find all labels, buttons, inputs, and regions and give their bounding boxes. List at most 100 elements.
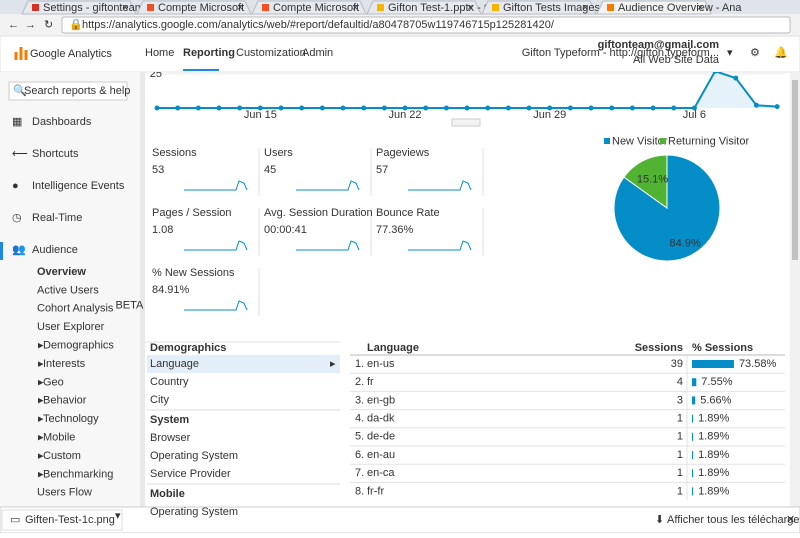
pct-label: 7.55% bbox=[701, 376, 732, 388]
pct-label: 1.89% bbox=[698, 467, 729, 479]
language-link[interactable]: en-ca bbox=[367, 467, 395, 479]
tab-close[interactable]: × bbox=[122, 2, 128, 14]
settings-icon[interactable]: ⚙ bbox=[750, 47, 760, 59]
search-box[interactable] bbox=[8, 81, 128, 101]
language-link[interactable]: en-us bbox=[367, 358, 395, 370]
tab-title[interactable]: Audience Overview - Ana bbox=[618, 2, 742, 14]
dimension-link[interactable]: Browser bbox=[150, 432, 191, 444]
dimension-link[interactable]: Operating System bbox=[150, 506, 238, 518]
download-item[interactable] bbox=[1, 509, 123, 531]
group-title: Mobile bbox=[150, 488, 185, 500]
nav-item[interactable]: Reporting bbox=[183, 47, 235, 59]
point bbox=[505, 105, 511, 111]
notifications-icon[interactable]: 🔔 bbox=[774, 46, 788, 59]
account-email[interactable]: giftonteam@gmail.com bbox=[598, 39, 720, 51]
tab-close[interactable]: × bbox=[237, 2, 243, 14]
point bbox=[526, 105, 532, 111]
expand-arrow: ▸ bbox=[38, 468, 44, 480]
sidebar-item[interactable]: Behavior bbox=[43, 395, 87, 407]
scroll-thumb[interactable] bbox=[792, 80, 798, 260]
tab[interactable] bbox=[596, 0, 712, 15]
sidebar-item[interactable]: Users Flow bbox=[37, 487, 92, 499]
reload-icon[interactable]: ↻ bbox=[44, 19, 53, 31]
row-rank: 3. bbox=[355, 394, 364, 406]
sidebar-section[interactable]: Shortcuts bbox=[32, 148, 79, 160]
tab-close[interactable]: × bbox=[697, 2, 703, 14]
tab-title[interactable]: Compte Microsoft bbox=[273, 2, 359, 14]
sidebar-section[interactable]: Intelligence Events bbox=[32, 180, 125, 192]
lock-icon: 🔒 bbox=[69, 18, 83, 31]
legend-label[interactable]: New Visitor bbox=[612, 135, 668, 147]
sessions: 3 bbox=[677, 394, 683, 406]
sidebar-section[interactable]: Audience bbox=[32, 244, 78, 256]
account-view[interactable]: All Web Site Data bbox=[633, 54, 720, 66]
dimension-link[interactable]: Language bbox=[150, 358, 199, 370]
language-link[interactable]: fr-fr bbox=[367, 485, 384, 497]
tab-title[interactable]: Gifton Tests Images - Go bbox=[503, 2, 624, 14]
ga-logo[interactable]: Google Analytics bbox=[30, 48, 112, 60]
scrollbar[interactable] bbox=[790, 72, 800, 507]
sidebar-section[interactable]: Dashboards bbox=[32, 116, 92, 128]
sidebar-item[interactable]: Interests bbox=[43, 358, 86, 370]
nav-item[interactable]: Customization bbox=[236, 47, 306, 59]
account-menu[interactable]: ▾ bbox=[727, 47, 733, 59]
nav-item[interactable]: Home bbox=[145, 47, 174, 59]
expand-arrow: ▸ bbox=[38, 413, 44, 425]
tab[interactable] bbox=[251, 0, 367, 15]
sidebar-item[interactable]: User Explorer bbox=[37, 321, 105, 333]
sidebar-section[interactable]: Real-Time bbox=[32, 212, 82, 224]
sidebar-item[interactable]: Demographics bbox=[43, 340, 114, 352]
sidebar-item[interactable]: Active Users bbox=[37, 284, 99, 296]
metric-value: 84.91% bbox=[152, 284, 190, 296]
dimension-link[interactable]: Service Provider bbox=[150, 468, 231, 480]
tab-title[interactable]: Gifton Test-1.pptx - Goo bbox=[388, 2, 505, 14]
sidebar-item[interactable]: Geo bbox=[43, 376, 64, 388]
tab[interactable] bbox=[481, 0, 597, 15]
sidebar-item[interactable]: Mobile bbox=[43, 432, 75, 444]
chart-resize-handle[interactable] bbox=[451, 118, 481, 127]
forward-icon[interactable]: → bbox=[25, 19, 36, 31]
point bbox=[691, 105, 697, 111]
legend-label[interactable]: Returning Visitor bbox=[668, 135, 749, 147]
download-bar bbox=[0, 506, 800, 534]
point bbox=[154, 105, 160, 111]
sidebar-item[interactable]: Custom bbox=[43, 450, 81, 462]
language-link[interactable]: de-de bbox=[367, 431, 395, 443]
tab-title[interactable]: Settings - giftonteam@g bbox=[43, 2, 161, 14]
language-link[interactable]: da-dk bbox=[367, 413, 395, 425]
download-icon: ⬇ bbox=[655, 514, 664, 526]
point bbox=[175, 105, 181, 111]
language-link[interactable]: en-au bbox=[367, 449, 395, 461]
account-property[interactable]: Gifton Typeform - http://gifton.typeform… bbox=[522, 47, 719, 59]
tab-close[interactable]: × bbox=[352, 2, 358, 14]
dimension-link[interactable]: Operating System bbox=[150, 450, 238, 462]
tab[interactable] bbox=[21, 0, 137, 15]
tab-close[interactable]: × bbox=[582, 2, 588, 14]
dimension-link[interactable]: Country bbox=[150, 376, 189, 388]
point bbox=[402, 105, 408, 111]
close-download-bar[interactable]: ✕ bbox=[786, 514, 795, 526]
url[interactable]: https://analytics.google.com/analytics/w… bbox=[82, 19, 555, 31]
language-link[interactable]: en-gb bbox=[367, 394, 395, 406]
tab[interactable] bbox=[366, 0, 482, 15]
sidebar-item[interactable]: Cohort Analysis bbox=[37, 303, 114, 315]
download-menu[interactable]: ▾ bbox=[115, 510, 121, 522]
sidebar-item[interactable]: Benchmarking bbox=[43, 468, 113, 480]
pct-label: 1.89% bbox=[698, 413, 729, 425]
download-file[interactable]: Giften-Test-1c.png bbox=[25, 514, 115, 526]
tab[interactable] bbox=[136, 0, 252, 15]
search-placeholder: Search reports & help bbox=[24, 85, 130, 97]
language-link[interactable]: fr bbox=[367, 376, 374, 388]
nav-item[interactable]: Admin bbox=[302, 47, 333, 59]
expand-arrow: ▸ bbox=[38, 450, 44, 462]
address-bar[interactable] bbox=[61, 16, 791, 34]
sidebar-item[interactable]: Technology bbox=[43, 413, 99, 425]
dimension-link[interactable]: City bbox=[150, 394, 169, 406]
tab-title[interactable]: Compte Microsoft bbox=[158, 2, 244, 14]
sidebar-item[interactable]: Overview bbox=[37, 266, 86, 278]
tab-close[interactable]: × bbox=[467, 2, 473, 14]
back-icon[interactable]: ← bbox=[8, 19, 19, 31]
show-all-downloads[interactable]: Afficher tous les téléchargements... bbox=[667, 514, 800, 526]
section-icon: ▦ bbox=[12, 116, 22, 128]
